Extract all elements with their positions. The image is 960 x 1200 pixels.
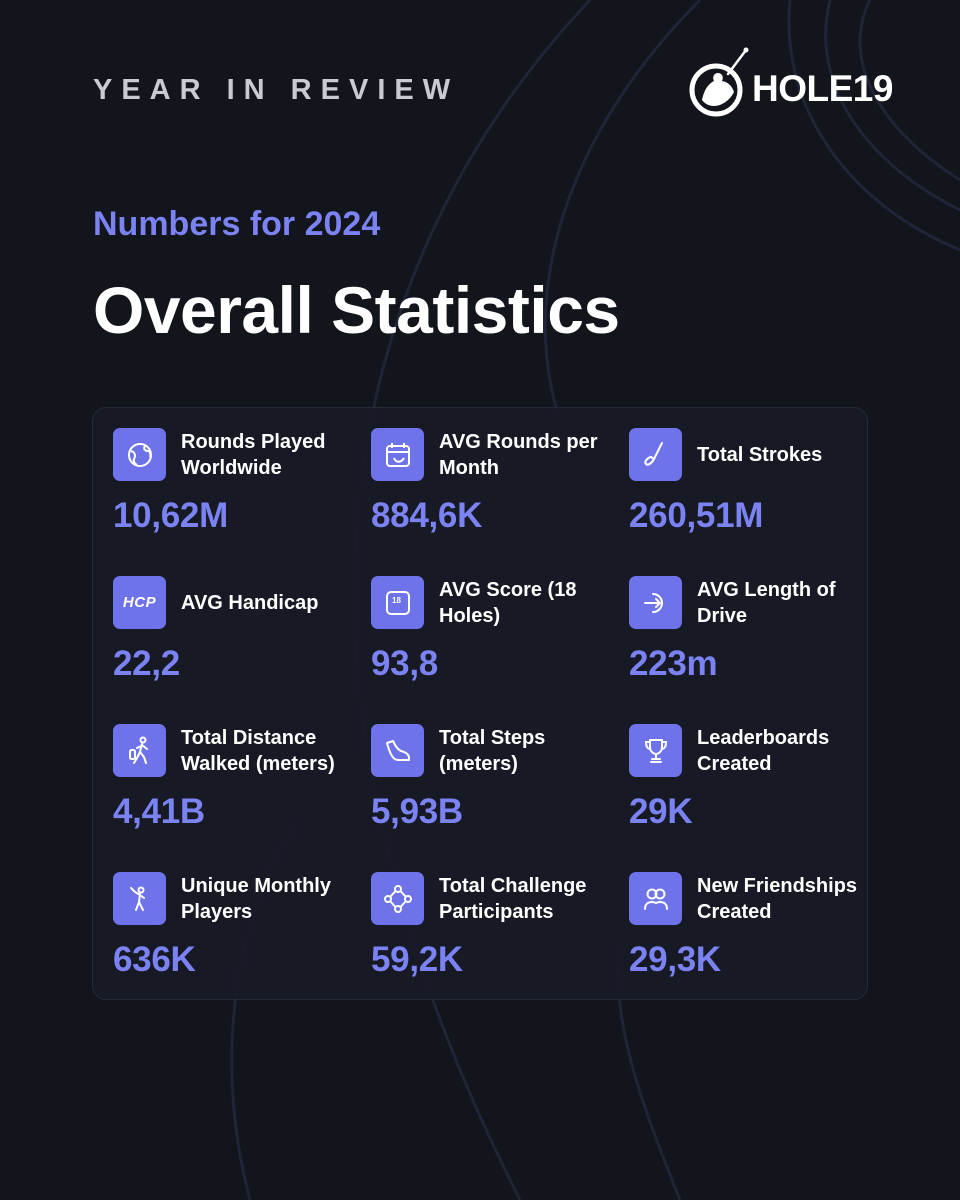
stat-label: New Friendships Created [697, 874, 858, 923]
stat-value: 884,6K [371, 496, 483, 535]
stat-total-steps: Total Steps (meters) 5,93B [371, 724, 629, 872]
stat-label: AVG Length of Drive [697, 578, 836, 627]
stat-value: 22,2 [113, 644, 180, 683]
stat-avg-drive: AVG Length of Drive 223m [629, 576, 869, 724]
stat-value: 29K [629, 792, 693, 831]
stat-label: Total Strokes [697, 443, 823, 466]
shoe-icon [371, 724, 424, 777]
stat-label: Rounds Played Worldwide [181, 430, 326, 479]
stat-avg-rounds-month: AVG Rounds per Month 884,6K [371, 428, 629, 576]
drive-arrow-icon [629, 576, 682, 629]
stat-value: 5,93B [371, 792, 463, 831]
stat-label: AVG Score (18 Holes) [439, 578, 577, 627]
hcp-icon: HCP [113, 576, 166, 629]
friends-icon [629, 872, 682, 925]
stat-total-strokes: Total Strokes 260,51M [629, 428, 869, 576]
stat-label: Unique Monthly Players [181, 874, 331, 923]
stats-grid: Rounds Played Worldwide 10,62M AVG Round… [113, 428, 869, 1012]
golf-club-icon [629, 428, 682, 481]
trophy-icon [629, 724, 682, 777]
stat-value: 59,2K [371, 940, 463, 979]
stat-leaderboards: Leaderboards Created 29K [629, 724, 869, 872]
stat-avg-score: 18 AVG Score (18 Holes) 93,8 [371, 576, 629, 724]
globe-icon [113, 428, 166, 481]
page-title: Overall Statistics [93, 273, 620, 347]
svg-text:18: 18 [392, 596, 401, 605]
stat-unique-players: Unique Monthly Players 636K [113, 872, 371, 1012]
stat-label: AVG Rounds per Month [439, 430, 598, 479]
stat-label: Total Challenge Participants [439, 874, 587, 923]
walking-golfer-icon [113, 724, 166, 777]
logo-wordmark: HOLE19 [752, 68, 893, 109]
stat-value: 29,3K [629, 940, 721, 979]
golfer-swing-icon [113, 872, 166, 925]
scorecard-18-icon: 18 [371, 576, 424, 629]
stat-label: Total Distance Walked (meters) [181, 726, 335, 775]
stat-label: Leaderboards Created [697, 726, 830, 775]
hole19-logo: HOLE19 [688, 44, 893, 120]
stat-label: AVG Handicap [181, 591, 319, 614]
stat-challenge-participants: Total Challenge Participants 59,2K [371, 872, 629, 1012]
calendar-golf-icon [371, 428, 424, 481]
stat-value: 93,8 [371, 644, 438, 683]
stat-new-friendships: New Friendships Created 29,3K [629, 872, 869, 1012]
challenge-network-icon [371, 872, 424, 925]
stat-distance-walked: Total Distance Walked (meters) 4,41B [113, 724, 371, 872]
stat-value: 10,62M [113, 496, 228, 535]
stat-value: 636K [113, 940, 196, 979]
stats-card: Rounds Played Worldwide 10,62M AVG Round… [92, 407, 868, 1000]
hole19-logo-icon [689, 47, 749, 117]
stat-value: 260,51M [629, 496, 764, 535]
year-in-review-kicker: YEAR IN REVIEW [93, 74, 460, 106]
stat-avg-handicap: HCP AVG Handicap 22,2 [113, 576, 371, 724]
stat-value: 4,41B [113, 792, 205, 831]
stat-label: Total Steps (meters) [439, 726, 546, 775]
stat-rounds-played: Rounds Played Worldwide 10,62M [113, 428, 371, 576]
stat-value: 223m [629, 644, 718, 683]
subtitle: Numbers for 2024 [93, 205, 381, 243]
